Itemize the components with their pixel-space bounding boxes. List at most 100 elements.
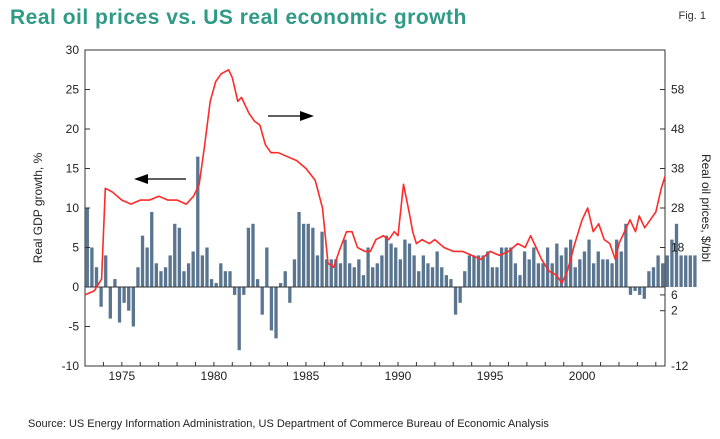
left-tick-label: -5 (68, 320, 79, 334)
gdp-bar (674, 223, 679, 287)
gdp-bar (490, 267, 495, 287)
gdp-bar (205, 247, 209, 287)
gdp-bar (389, 243, 393, 287)
arrow-to-left-axis (134, 174, 186, 184)
gdp-bar (311, 227, 315, 287)
gdp-bar (228, 271, 232, 287)
gdp-bar (467, 255, 472, 287)
gdp-bar (352, 267, 356, 287)
gdp-bar (541, 263, 545, 287)
gdp-bar (573, 267, 577, 287)
gdp-bar (219, 263, 223, 287)
left-tick-label: 15 (66, 162, 80, 176)
gdp-bar (486, 251, 490, 287)
gdp-bar (278, 283, 283, 287)
gdp-bar (196, 156, 200, 287)
left-tick-label: 0 (72, 280, 79, 294)
left-tick-label: 25 (66, 83, 80, 97)
gdp-bar (186, 263, 191, 287)
gdp-bar (246, 227, 251, 287)
right-tick-label: 38 (671, 162, 685, 176)
gdp-bar (624, 223, 628, 287)
gdp-bar (426, 263, 430, 287)
left-tick-label: 20 (66, 122, 80, 136)
gdp-bar (113, 279, 117, 287)
x-axis: 1975 1980 1985 1990 1995 2000 (84, 362, 657, 383)
gdp-bar (150, 211, 154, 287)
gdp-bar (375, 263, 379, 287)
gdp-bar (403, 239, 407, 287)
gdp-bar (251, 223, 255, 287)
gdp-bar (412, 255, 416, 287)
gdp-bar (688, 255, 692, 287)
gdp-bar (182, 271, 186, 287)
gdp-bar (297, 211, 301, 287)
gdp-bar (306, 223, 310, 287)
gdp-bar (136, 267, 140, 287)
left-tick-label: 30 (66, 43, 80, 57)
gdp-bar (334, 259, 338, 287)
gdp-bar (513, 263, 518, 287)
gdp-bar (509, 247, 513, 287)
gdp-bar (642, 287, 646, 299)
right-tick-label: 6 (671, 288, 678, 302)
gdp-bar (274, 287, 278, 339)
gdp-bar (661, 263, 665, 287)
gdp-bar (371, 267, 375, 287)
gdp-bar (265, 247, 269, 287)
gdp-bar (615, 239, 619, 287)
gdp-bar (656, 255, 660, 287)
gdp-bar (430, 267, 435, 287)
gdp-bar (325, 259, 329, 287)
right-tick-label: 18 (671, 241, 685, 255)
right-tick-label: -12 (671, 359, 689, 373)
gdp-bar (532, 247, 536, 287)
gdp-bar (545, 247, 550, 287)
gdp-bar (651, 267, 656, 287)
gdp-bar (94, 267, 99, 287)
gdp-bar (559, 255, 564, 287)
gdp-bar (476, 255, 481, 287)
gdp-bar (292, 259, 297, 287)
right-tick-label: 2 (671, 304, 678, 318)
oil-price-line (84, 69, 666, 296)
right-axis: -12 2 6 18 28 38 48 58 (660, 83, 689, 373)
gdp-bar (679, 255, 683, 287)
gdp-bar (555, 243, 559, 287)
gdp-bar (380, 255, 384, 287)
gdp-bar (472, 255, 476, 287)
gdp-bars (85, 156, 697, 351)
x-tick-label: 2000 (569, 369, 596, 383)
gdp-bar (495, 267, 499, 287)
gdp-bar (444, 275, 448, 287)
gdp-bar (398, 259, 402, 287)
gdp-bar (242, 287, 246, 295)
gdp-bar (693, 255, 697, 287)
gdp-bar (568, 239, 573, 287)
gdp-bar (288, 287, 292, 303)
gdp-bar (384, 235, 389, 287)
gdp-bar (518, 275, 522, 287)
x-tick-label: 1990 (385, 369, 412, 383)
gdp-bar (343, 239, 347, 287)
gdp-bar (237, 287, 241, 351)
source-note: Source: US Energy Information Administra… (28, 418, 549, 430)
gdp-bar (338, 263, 343, 287)
gdp-bar (200, 255, 205, 287)
gdp-bar (154, 263, 158, 287)
gdp-bar (463, 271, 467, 287)
gdp-bar (394, 247, 398, 287)
gdp-bar (417, 271, 421, 287)
gdp-bar (564, 247, 568, 287)
gdp-bar (99, 287, 103, 307)
gdp-bar (348, 263, 352, 287)
figure-label: Fig. 1 (678, 10, 706, 22)
left-axis-label: Real GDP growth, % (31, 152, 45, 263)
gdp-bar (578, 259, 582, 287)
gdp-bar (587, 239, 591, 287)
gdp-bar (301, 223, 306, 287)
left-tick-label: 10 (66, 201, 80, 215)
x-tick-label: 1985 (293, 369, 320, 383)
gdp-bar (255, 279, 260, 287)
